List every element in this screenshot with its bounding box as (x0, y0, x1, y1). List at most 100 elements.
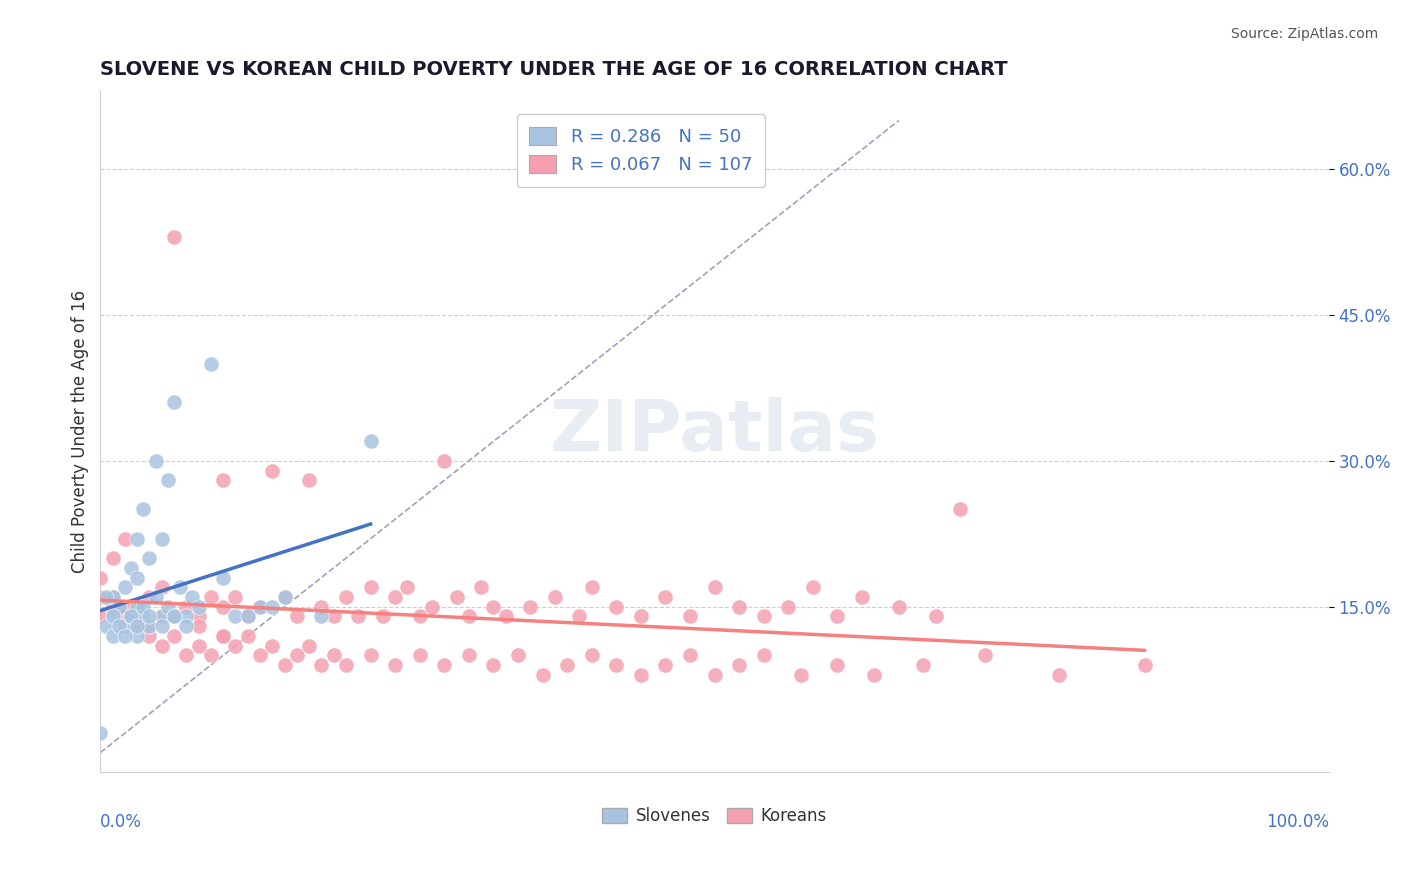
Point (200, 648, 222, 663)
Point (630, 609, 652, 624)
Point (176, 619, 198, 633)
Point (298, 639, 321, 653)
Point (262, 639, 284, 653)
Point (176, 609, 198, 624)
Point (169, 580, 191, 594)
Point (224, 639, 246, 653)
Point (114, 580, 136, 594)
Point (249, 599, 271, 614)
Point (360, 434, 382, 449)
Point (262, 599, 284, 614)
Point (187, 639, 209, 653)
Point (433, 658, 456, 673)
Point (127, 570, 149, 584)
Point (163, 230, 186, 244)
Point (470, 580, 492, 594)
Point (457, 648, 479, 663)
Point (114, 532, 136, 546)
Point (1133, 658, 1156, 673)
Point (187, 609, 209, 624)
Point (262, 464, 284, 478)
Point (679, 648, 702, 663)
Point (311, 599, 333, 614)
Point (949, 502, 972, 516)
Point (409, 648, 432, 663)
Point (1047, 667, 1070, 681)
Point (224, 609, 246, 624)
Y-axis label: Child Poverty Under the Age of 16: Child Poverty Under the Age of 16 (72, 290, 89, 574)
Point (285, 648, 308, 663)
Point (132, 599, 155, 614)
Point (335, 658, 357, 673)
Point (236, 629, 259, 643)
Point (114, 629, 136, 643)
Point (236, 609, 259, 624)
Point (101, 590, 124, 604)
Point (200, 357, 222, 371)
Point (630, 667, 652, 681)
Point (89, 590, 111, 604)
Point (114, 609, 136, 624)
Point (132, 502, 155, 516)
Point (912, 658, 935, 673)
Point (150, 639, 173, 653)
Point (457, 609, 479, 624)
Point (863, 667, 886, 681)
Point (89, 570, 111, 584)
Point (273, 658, 295, 673)
Point (728, 599, 751, 614)
Point (96, 590, 118, 604)
Point (420, 599, 443, 614)
Point (145, 454, 167, 468)
Point (181, 590, 204, 604)
Point (120, 609, 142, 624)
Point (176, 648, 198, 663)
Point (101, 590, 124, 604)
Point (101, 609, 124, 624)
Point (107, 599, 129, 614)
Point (150, 532, 173, 546)
Point (236, 609, 259, 624)
Point (127, 629, 149, 643)
Point (298, 473, 321, 487)
Point (506, 648, 529, 663)
Point (249, 599, 271, 614)
Point (176, 599, 198, 614)
Point (605, 599, 627, 614)
Text: SLOVENE VS KOREAN CHILD POVERTY UNDER THE AGE OF 16 CORRELATION CHART: SLOVENE VS KOREAN CHILD POVERTY UNDER TH… (100, 60, 1008, 78)
Point (703, 667, 725, 681)
Legend: Slovenes, Koreans: Slovenes, Koreans (596, 800, 834, 832)
Point (654, 590, 676, 604)
Point (101, 599, 124, 614)
Point (127, 619, 149, 633)
Point (409, 609, 432, 624)
Point (156, 473, 179, 487)
Point (114, 599, 136, 614)
Point (224, 590, 246, 604)
Point (163, 629, 186, 643)
Point (384, 658, 406, 673)
Point (120, 561, 142, 575)
Point (163, 609, 186, 624)
Point (212, 570, 235, 584)
Point (654, 658, 676, 673)
Point (703, 580, 725, 594)
Point (311, 658, 333, 673)
Point (127, 532, 149, 546)
Point (285, 609, 308, 624)
Point (801, 580, 824, 594)
Point (114, 619, 136, 633)
Point (384, 590, 406, 604)
Point (150, 609, 173, 624)
Point (482, 658, 505, 673)
Point (335, 590, 357, 604)
Point (544, 590, 567, 604)
Point (973, 648, 995, 663)
Point (212, 473, 235, 487)
Point (752, 609, 775, 624)
Point (138, 590, 160, 604)
Point (150, 619, 173, 633)
Point (127, 609, 149, 624)
Point (495, 609, 517, 624)
Point (249, 648, 271, 663)
